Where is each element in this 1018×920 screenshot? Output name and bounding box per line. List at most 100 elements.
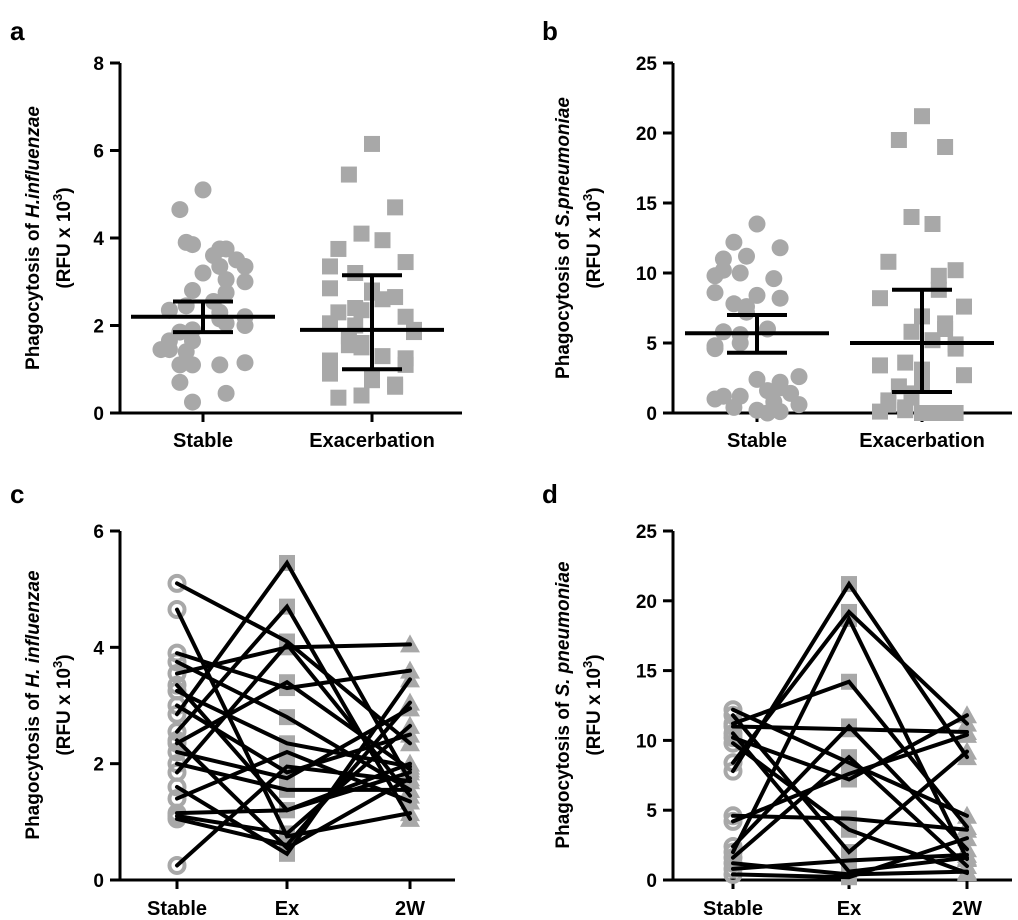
data-point bbox=[903, 323, 920, 340]
data-point bbox=[924, 405, 941, 421]
svg-text:(RFU x 103): (RFU x 103) bbox=[50, 187, 75, 288]
paired-line bbox=[731, 836, 969, 880]
y-tick-label: 10 bbox=[636, 264, 657, 285]
paired-line bbox=[731, 754, 969, 869]
data-point bbox=[397, 308, 414, 325]
y-tick-label: 0 bbox=[646, 871, 657, 892]
data-point bbox=[924, 216, 941, 232]
paired-line bbox=[731, 813, 969, 832]
y-tick-label: 4 bbox=[93, 229, 104, 250]
data-point bbox=[184, 282, 201, 299]
data-point bbox=[937, 139, 954, 155]
data-point bbox=[725, 398, 743, 416]
data-point bbox=[956, 298, 972, 315]
data-point bbox=[930, 267, 947, 284]
data-point bbox=[387, 378, 404, 395]
data-point bbox=[364, 135, 380, 152]
data-point bbox=[347, 300, 364, 316]
svg-text:(RFU x 103): (RFU x 103) bbox=[580, 187, 605, 288]
data-point bbox=[171, 201, 189, 219]
data-point bbox=[167, 777, 187, 797]
data-point bbox=[171, 373, 189, 391]
y-tick-label: 25 bbox=[636, 54, 658, 75]
data-point bbox=[330, 240, 347, 257]
data-point bbox=[184, 356, 201, 374]
data-point bbox=[330, 389, 347, 406]
data-point bbox=[706, 340, 724, 358]
data-point bbox=[364, 372, 380, 389]
paired-line bbox=[175, 607, 412, 839]
data-point bbox=[347, 265, 364, 281]
paired-line bbox=[175, 677, 412, 857]
paired-line bbox=[175, 749, 412, 804]
data-point bbox=[771, 289, 789, 307]
paired-line bbox=[731, 852, 969, 871]
data-point bbox=[194, 264, 212, 282]
y-axis-title: Phagocytosis of H.influenzae (RFU x 103) bbox=[23, 106, 75, 370]
paired-line bbox=[175, 559, 412, 784]
paired-line bbox=[731, 713, 969, 782]
data-point bbox=[897, 402, 914, 419]
paired-line bbox=[175, 761, 412, 792]
data-point bbox=[872, 357, 888, 374]
y-tick-label: 5 bbox=[646, 334, 657, 355]
y-tick-label: 2 bbox=[93, 317, 104, 338]
data-point bbox=[236, 273, 254, 291]
x-tick-label: Stable bbox=[727, 430, 787, 452]
data-point bbox=[340, 166, 357, 183]
paired-line bbox=[175, 761, 412, 816]
panel-d: d Phagocytosis of S. pneumoniae (RFU x 103… bbox=[542, 479, 1012, 920]
paired-line bbox=[175, 738, 412, 851]
data-point bbox=[897, 354, 914, 371]
panel-a: a Phagocytosis of H.influenzae (RFU x 103)… bbox=[10, 16, 462, 452]
y-tick-label: 0 bbox=[93, 871, 104, 892]
data-point bbox=[177, 233, 195, 251]
y-tick-label: 6 bbox=[93, 142, 104, 163]
y-tick-label: 8 bbox=[93, 54, 104, 75]
data-point bbox=[322, 365, 338, 382]
data-point bbox=[872, 290, 888, 307]
data-point bbox=[903, 209, 920, 225]
data-point bbox=[217, 384, 235, 402]
paired-line bbox=[175, 659, 412, 792]
data-point bbox=[759, 404, 776, 422]
data-point bbox=[406, 324, 422, 341]
data-point bbox=[217, 271, 235, 289]
data-point bbox=[387, 289, 404, 306]
data-point bbox=[956, 367, 972, 384]
data-point bbox=[947, 405, 964, 421]
paired-line bbox=[175, 700, 412, 848]
paired-line bbox=[175, 641, 412, 798]
svg-text:(RFU x 103): (RFU x 103) bbox=[50, 654, 75, 755]
data-point bbox=[322, 258, 338, 275]
data-point bbox=[738, 247, 755, 265]
data-point bbox=[924, 332, 941, 349]
data-point bbox=[748, 215, 766, 233]
y-tick-label: 0 bbox=[646, 404, 657, 425]
y-tick-label: 0 bbox=[93, 404, 104, 425]
panel-c: c Phagocytosis of H. influenzae (RFU x 103… bbox=[10, 479, 455, 920]
svg-text:Phagocytosis of S. pneumoniae: Phagocytosis of S. pneumoniae bbox=[553, 561, 574, 849]
data-point bbox=[322, 315, 338, 332]
panel-b: b Phagocytosis of S.pneumoniae (RFU x 103)… bbox=[542, 16, 1012, 452]
data-point bbox=[152, 341, 170, 359]
data-point bbox=[374, 291, 391, 308]
data-point bbox=[387, 199, 404, 216]
svg-text:Phagocytosis of H.influenzae: Phagocytosis of H.influenzae bbox=[23, 106, 44, 370]
data-point bbox=[397, 254, 414, 271]
panel-letter: c bbox=[10, 479, 24, 509]
data-point bbox=[914, 108, 930, 125]
y-axis-title: Phagocytosis of S.pneumoniae (RFU x 103) bbox=[553, 97, 605, 379]
paired-line bbox=[175, 764, 412, 868]
paired-line bbox=[731, 580, 969, 774]
data-point bbox=[706, 267, 724, 285]
y-tick-label: 5 bbox=[646, 801, 657, 822]
data-point bbox=[706, 284, 724, 302]
y-tick-label: 2 bbox=[93, 755, 104, 776]
data-point bbox=[771, 403, 789, 421]
y-axis-title: Phagocytosis of S. pneumoniae (RFU x 103) bbox=[553, 561, 605, 849]
data-point bbox=[890, 132, 907, 148]
x-tick-label: Stable bbox=[173, 430, 233, 452]
data-point bbox=[322, 280, 338, 297]
